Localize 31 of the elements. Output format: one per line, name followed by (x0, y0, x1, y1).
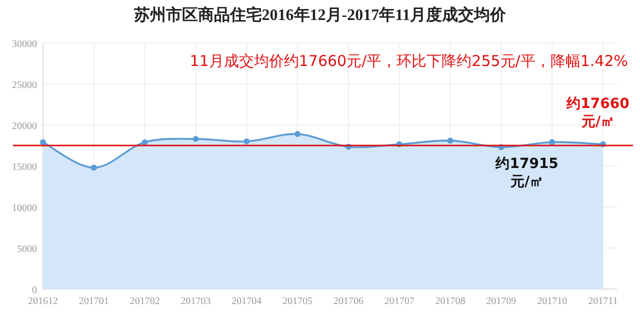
x-tick-label: 201701 (78, 296, 109, 307)
x-tick-label: 201709 (486, 296, 516, 307)
point (447, 138, 454, 144)
y-tick-label: 5000 (17, 244, 37, 255)
point (549, 139, 556, 146)
x-tick-label: 201711 (588, 296, 618, 307)
y-tick-label: 0 (32, 285, 37, 296)
x-tick-label: 201708 (435, 296, 466, 307)
x-tick-label: 201705 (282, 296, 313, 307)
x-tick-label: 201710 (537, 296, 568, 307)
point (40, 139, 46, 146)
point (294, 131, 301, 138)
point (90, 164, 97, 171)
y-tick-label: 15000 (12, 162, 37, 173)
point (244, 138, 250, 144)
point (142, 139, 148, 146)
x-tick-label: 201704 (232, 296, 262, 307)
y-tick-label: 30000 (12, 39, 37, 50)
x-tick-label: 201702 (130, 296, 160, 307)
annotation: 约17660 元/㎡ (566, 96, 630, 130)
y-tick-label: 20000 (12, 121, 37, 132)
y-tick-label: 10000 (12, 203, 37, 214)
text: 11月成交均价约17660元/平，环比下降约255元/平，降幅1.42% (190, 52, 628, 70)
x-tick-label: 201706 (333, 296, 364, 307)
annotation: 约17915 元/㎡ (494, 156, 558, 190)
chart-title: 苏州市区商品住宅2016年12月-2017年11月度成交均价 (132, 5, 508, 24)
x-tick-label: 201707 (384, 296, 414, 307)
x-tick-label: 201612 (28, 296, 58, 307)
point (192, 136, 199, 142)
y-tick-label: 25000 (12, 80, 37, 91)
x-tick-label: 201703 (180, 296, 211, 307)
